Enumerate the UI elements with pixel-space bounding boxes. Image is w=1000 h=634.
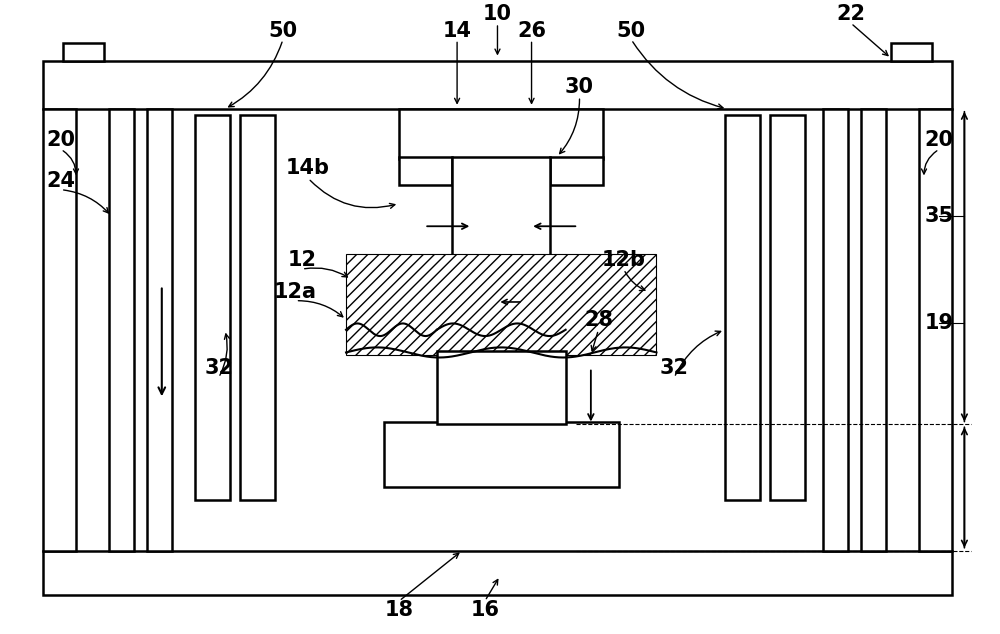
Text: 14: 14	[443, 21, 472, 41]
Bar	[346, 254, 656, 355]
Text: 50: 50	[268, 21, 298, 41]
Text: 32: 32	[204, 358, 233, 378]
Bar	[919, 109, 952, 550]
Text: 10: 10	[483, 4, 512, 24]
Bar	[43, 61, 952, 109]
Text: 35: 35	[925, 206, 954, 226]
Bar	[725, 115, 760, 500]
Bar	[147, 109, 172, 550]
Text: 20: 20	[925, 131, 954, 150]
Text: 19: 19	[925, 313, 954, 333]
Text: 12a: 12a	[274, 282, 317, 302]
Bar	[770, 115, 805, 500]
Bar	[891, 43, 932, 61]
Bar	[861, 109, 886, 550]
Bar	[109, 109, 134, 550]
Bar	[384, 422, 619, 488]
Text: 14b: 14b	[286, 158, 330, 178]
Text: 22: 22	[836, 4, 865, 24]
Bar	[63, 43, 104, 61]
Bar	[43, 109, 76, 550]
Text: 12b: 12b	[602, 250, 646, 270]
Bar	[452, 157, 550, 292]
Text: 30: 30	[565, 77, 594, 98]
Bar	[43, 550, 952, 595]
Text: 50: 50	[617, 21, 646, 41]
Bar	[399, 157, 452, 184]
Bar	[240, 115, 275, 500]
Text: 16: 16	[470, 600, 499, 620]
Text: 24: 24	[46, 171, 75, 191]
Bar	[550, 157, 603, 184]
Text: 18: 18	[385, 600, 414, 620]
Bar	[195, 115, 230, 500]
Bar	[437, 351, 566, 424]
Text: 20: 20	[46, 131, 75, 150]
Bar	[823, 109, 848, 550]
Text: 28: 28	[584, 309, 613, 330]
Text: 12: 12	[287, 250, 316, 270]
Text: 32: 32	[660, 358, 689, 378]
Text: 26: 26	[517, 21, 546, 41]
Bar	[399, 109, 603, 159]
